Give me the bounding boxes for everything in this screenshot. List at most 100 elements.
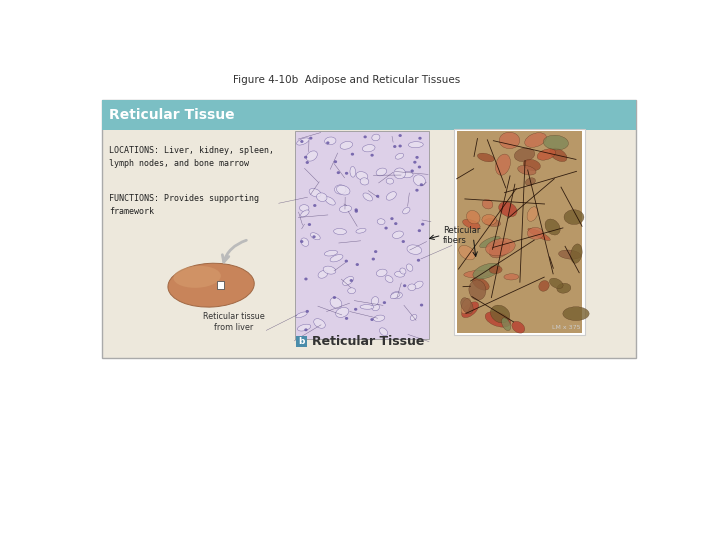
- Ellipse shape: [393, 145, 397, 148]
- Ellipse shape: [364, 136, 366, 138]
- Ellipse shape: [400, 268, 406, 274]
- Ellipse shape: [402, 240, 405, 243]
- Ellipse shape: [356, 228, 366, 233]
- Ellipse shape: [386, 178, 394, 184]
- Ellipse shape: [502, 318, 510, 330]
- Ellipse shape: [418, 137, 422, 140]
- Ellipse shape: [374, 315, 384, 321]
- Ellipse shape: [301, 238, 309, 246]
- Ellipse shape: [459, 245, 475, 260]
- Ellipse shape: [395, 153, 404, 159]
- Ellipse shape: [314, 319, 325, 328]
- Ellipse shape: [372, 296, 379, 306]
- Ellipse shape: [317, 193, 327, 201]
- Ellipse shape: [539, 281, 549, 291]
- Ellipse shape: [307, 223, 311, 226]
- Ellipse shape: [390, 292, 400, 299]
- Ellipse shape: [377, 219, 385, 225]
- Ellipse shape: [526, 178, 536, 186]
- Ellipse shape: [345, 317, 348, 320]
- Ellipse shape: [372, 258, 375, 260]
- Ellipse shape: [318, 271, 328, 278]
- Ellipse shape: [337, 171, 340, 174]
- Ellipse shape: [421, 223, 424, 226]
- Ellipse shape: [362, 145, 375, 152]
- Ellipse shape: [518, 165, 536, 175]
- Ellipse shape: [325, 197, 336, 205]
- Ellipse shape: [374, 250, 377, 253]
- Ellipse shape: [564, 210, 584, 225]
- Ellipse shape: [372, 134, 380, 141]
- Ellipse shape: [512, 321, 525, 333]
- Ellipse shape: [386, 192, 396, 200]
- Ellipse shape: [379, 328, 387, 336]
- Ellipse shape: [420, 183, 423, 186]
- Ellipse shape: [499, 132, 520, 149]
- Ellipse shape: [410, 170, 414, 172]
- Bar: [102, 100, 636, 358]
- Ellipse shape: [398, 134, 402, 137]
- Ellipse shape: [407, 245, 422, 254]
- Ellipse shape: [485, 312, 510, 327]
- Ellipse shape: [403, 284, 406, 287]
- Ellipse shape: [413, 175, 426, 186]
- Ellipse shape: [413, 161, 417, 164]
- Ellipse shape: [376, 195, 379, 198]
- Ellipse shape: [486, 239, 516, 256]
- Text: Reticular Tissue: Reticular Tissue: [312, 335, 424, 348]
- Ellipse shape: [489, 241, 510, 258]
- Text: Reticular
fibers: Reticular fibers: [443, 226, 480, 245]
- Ellipse shape: [550, 148, 567, 161]
- Text: FUNCTIONS: Provides supporting
framework: FUNCTIONS: Provides supporting framework: [109, 194, 259, 216]
- Ellipse shape: [499, 202, 517, 217]
- Ellipse shape: [394, 222, 397, 225]
- Ellipse shape: [408, 141, 423, 148]
- Ellipse shape: [333, 228, 346, 234]
- Ellipse shape: [482, 199, 493, 209]
- Ellipse shape: [296, 312, 307, 318]
- Ellipse shape: [408, 284, 416, 291]
- Ellipse shape: [477, 153, 494, 162]
- Ellipse shape: [326, 141, 330, 144]
- Bar: [456, 131, 582, 333]
- Bar: [294, 131, 428, 339]
- Ellipse shape: [372, 304, 379, 310]
- Ellipse shape: [301, 210, 309, 217]
- Ellipse shape: [384, 227, 388, 229]
- Ellipse shape: [415, 156, 419, 159]
- Ellipse shape: [323, 266, 336, 274]
- Ellipse shape: [549, 278, 563, 288]
- Ellipse shape: [415, 189, 418, 192]
- Ellipse shape: [527, 207, 538, 221]
- Ellipse shape: [310, 233, 320, 240]
- Ellipse shape: [340, 141, 353, 149]
- Ellipse shape: [392, 231, 403, 239]
- Ellipse shape: [334, 160, 337, 163]
- Ellipse shape: [312, 235, 315, 238]
- Text: LOCATIONS: Liver, kidney, spleen,
lymph nodes, and bone marrow: LOCATIONS: Liver, kidney, spleen, lymph …: [109, 146, 274, 168]
- Ellipse shape: [490, 305, 510, 323]
- Ellipse shape: [390, 217, 394, 220]
- Ellipse shape: [395, 272, 405, 277]
- Ellipse shape: [406, 264, 413, 271]
- Ellipse shape: [527, 227, 544, 239]
- Ellipse shape: [472, 278, 489, 290]
- Ellipse shape: [306, 151, 318, 161]
- Ellipse shape: [313, 204, 317, 207]
- Ellipse shape: [330, 298, 342, 308]
- Ellipse shape: [377, 269, 387, 276]
- Ellipse shape: [370, 154, 374, 157]
- Text: Reticular tissue
from liver: Reticular tissue from liver: [202, 312, 264, 332]
- Ellipse shape: [370, 318, 374, 321]
- Ellipse shape: [391, 292, 402, 299]
- Text: b: b: [298, 337, 305, 346]
- Ellipse shape: [356, 263, 359, 266]
- Ellipse shape: [300, 205, 309, 212]
- Ellipse shape: [336, 307, 349, 318]
- Ellipse shape: [350, 166, 356, 177]
- Ellipse shape: [480, 237, 500, 248]
- Ellipse shape: [473, 263, 500, 279]
- Ellipse shape: [325, 137, 336, 145]
- Ellipse shape: [394, 168, 405, 179]
- Text: Reticular Tissue: Reticular Tissue: [109, 108, 235, 122]
